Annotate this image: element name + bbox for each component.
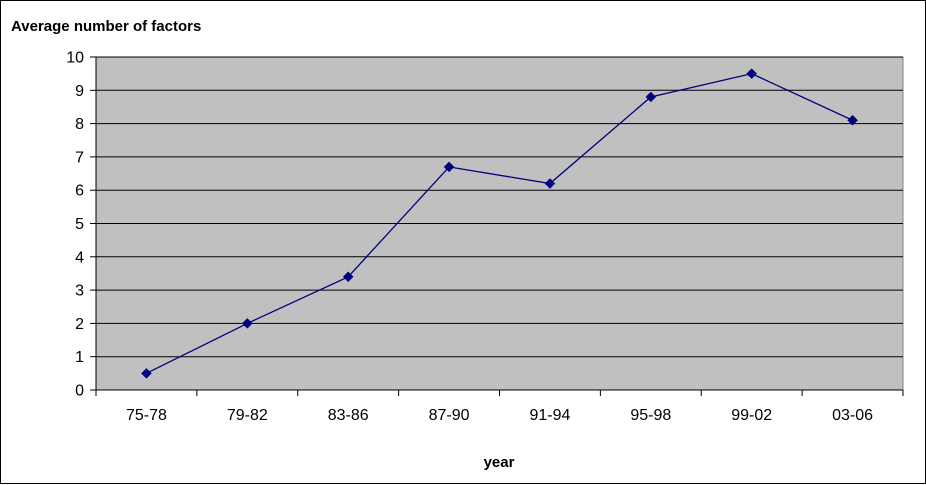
x-tick-label: 95-98: [630, 407, 671, 424]
x-tick-label: 03-06: [832, 407, 873, 424]
data-point-marker: [141, 367, 152, 379]
y-tick-label: 2: [75, 316, 84, 333]
y-axis-title: Average number of factors: [11, 18, 201, 35]
x-tick-label: 79-82: [227, 407, 268, 424]
y-tick-label: 1: [75, 349, 84, 366]
y-tick-label: 9: [75, 83, 84, 100]
gridlines: [96, 56, 903, 358]
y-tick-label: 6: [75, 183, 84, 200]
x-tick-label: 75-78: [126, 407, 167, 424]
x-tick-label: 99-02: [731, 407, 772, 424]
data-point-marker: [645, 91, 657, 103]
x-tick-label: 91-94: [529, 407, 570, 424]
series-line: [146, 72, 853, 374]
data-point-marker: [746, 68, 758, 80]
y-tick-label: 8: [75, 116, 84, 133]
series-markers: [141, 68, 858, 379]
y-tick-label: 5: [75, 216, 84, 233]
data-point-marker: [544, 178, 556, 189]
y-tick-label: 10: [66, 50, 84, 67]
y-tick-label: 3: [75, 283, 84, 300]
y-tick-label: 0: [75, 383, 84, 400]
y-tick-label: 4: [75, 249, 84, 266]
data-point-marker: [342, 271, 354, 283]
y-tick-label: 7: [75, 149, 84, 166]
x-axis-title: year: [484, 454, 515, 471]
data-point-marker: [443, 161, 455, 173]
x-tick-label: 87-90: [429, 407, 470, 424]
x-tick-label: 83-86: [328, 407, 369, 424]
data-point-marker: [241, 318, 253, 329]
x-tick-labels: 75-78 79-82 83-86 87-90 91-94 95-98 99-02 03-06: [95, 390, 904, 424]
series-polyline: [146, 72, 853, 374]
y-tick-labels: 0 1 2 3 4 5 6 7 8 9 10: [66, 50, 96, 400]
data-point-marker: [847, 114, 858, 126]
